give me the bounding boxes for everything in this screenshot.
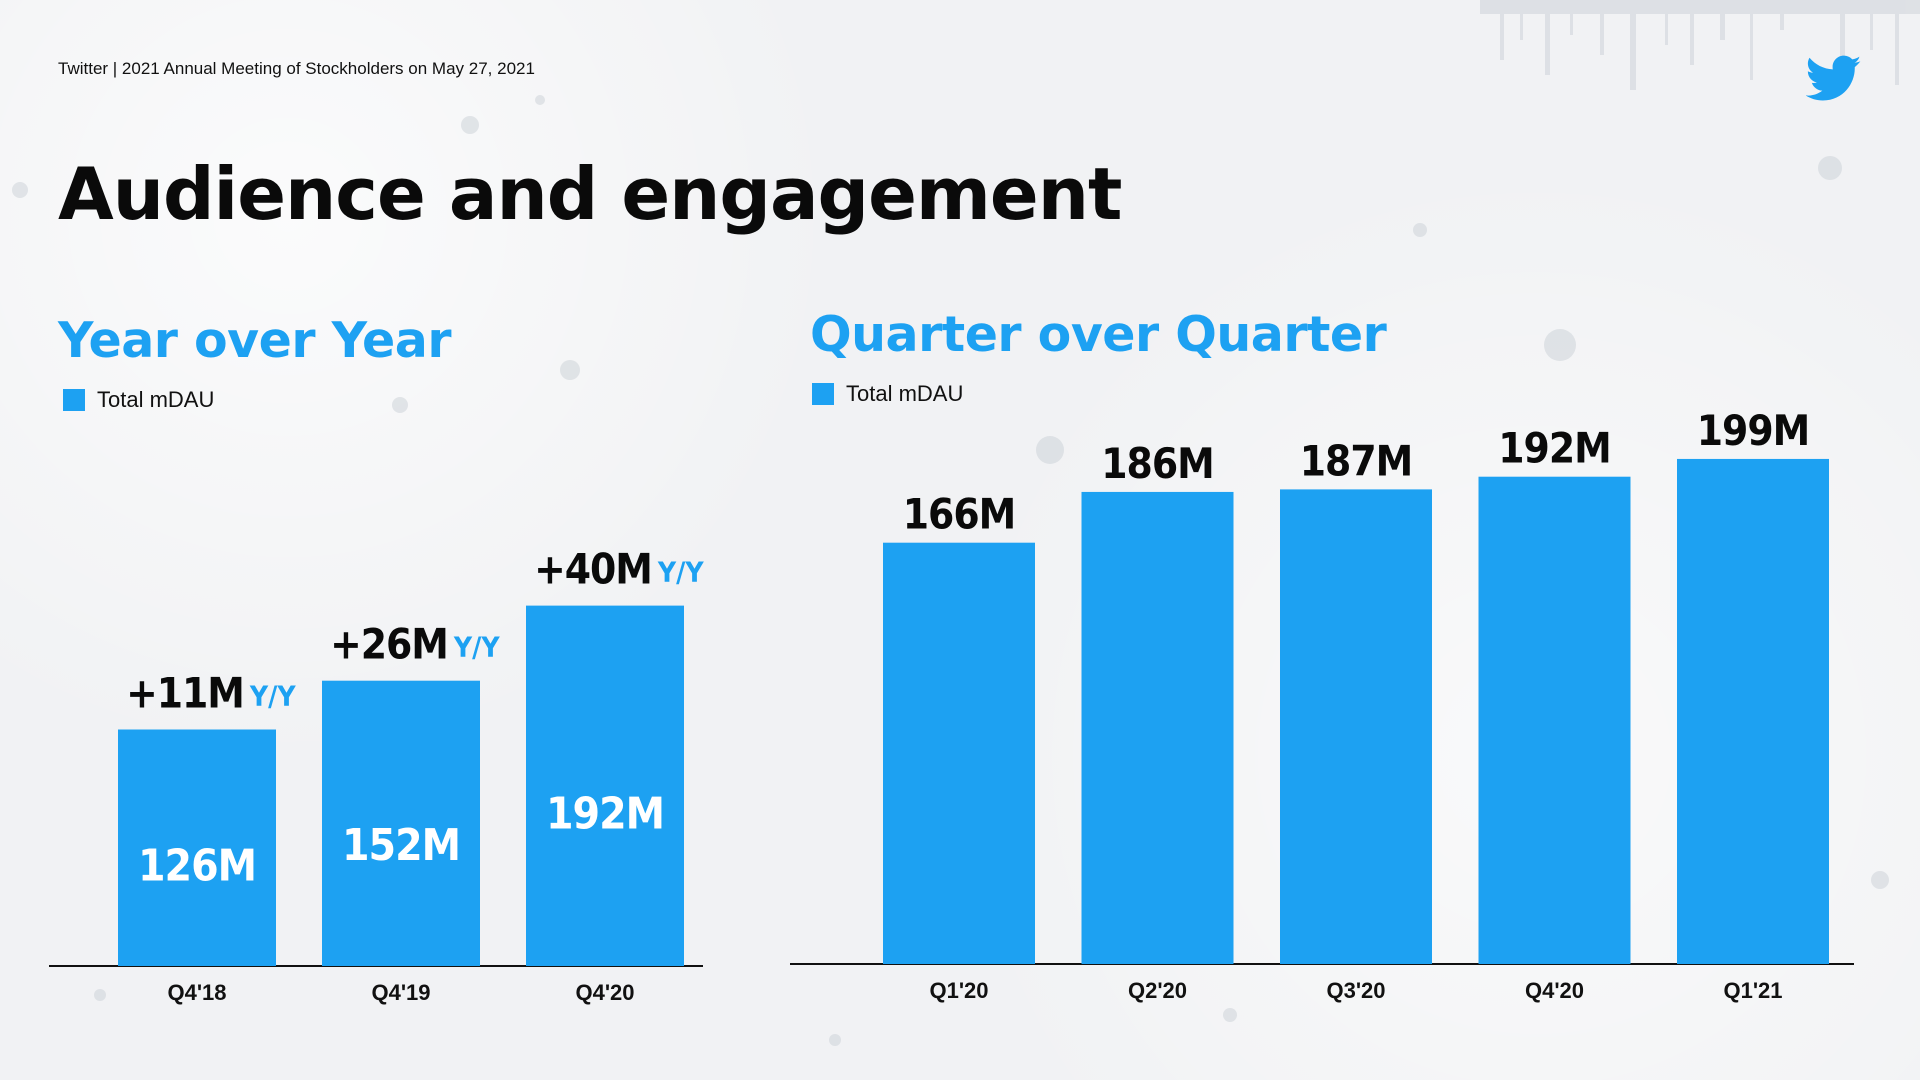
yoy-annotation: +26M [330,620,448,669]
yoy-value-label: 126M [138,841,256,892]
twitter-bird-icon [1806,55,1862,101]
header-text: Twitter | 2021 Annual Meeting of Stockho… [58,59,535,78]
qoq-tick-label: Q4'20 [1525,978,1584,1003]
qoq-value-label: 187M [1300,436,1412,485]
yoy-bar-2 [526,605,684,966]
qoq-bar-3 [1478,476,1631,964]
yoy-legend-label: Total mDAU [97,387,215,412]
yoy-yy-suffix: Y/Y [249,679,296,712]
qoq-value-label: 166M [903,490,1015,539]
yoy-value-label: 152M [342,820,460,871]
yoy-yy-suffix: Y/Y [657,556,704,589]
yoy-bar-1 [322,680,480,966]
yoy-annotation: +40M [534,545,652,594]
yoy-annotation: +11M [126,668,244,717]
yoy-tick-label: Q4'19 [371,980,430,1005]
legend-swatch [63,389,85,411]
qoq-tick-label: Q1'21 [1723,978,1782,1003]
yoy-bar-0 [118,729,276,966]
yoy-tick-label: Q4'18 [167,980,226,1005]
qoq-value-label: 199M [1697,406,1809,455]
qoq-tick-label: Q2'20 [1128,978,1187,1003]
yoy-tick-label: Q4'20 [575,980,634,1005]
qoq-chart-title: Quarter over Quarter [810,306,1387,363]
yoy-value-label: 192M [546,789,664,840]
qoq-bar-2 [1280,489,1432,964]
qoq-value-label: 186M [1101,439,1213,488]
qoq-bar-4 [1677,458,1829,964]
qoq-legend-label: Total mDAU [846,381,964,406]
qoq-tick-label: Q1'20 [929,978,988,1003]
qoq-tick-label: Q3'20 [1326,978,1385,1003]
yoy-legend: Total mDAU [63,387,214,413]
qoq-value-label: 192M [1498,424,1610,473]
yoy-chart-title: Year over Year [58,312,452,369]
qoq-bar-1 [1081,491,1234,964]
page-title: Audience and engagement [58,152,1122,236]
qoq-bar-0 [883,542,1035,964]
qoq-legend: Total mDAU [812,381,963,407]
legend-swatch [812,383,834,405]
yoy-yy-suffix: Y/Y [453,631,500,664]
